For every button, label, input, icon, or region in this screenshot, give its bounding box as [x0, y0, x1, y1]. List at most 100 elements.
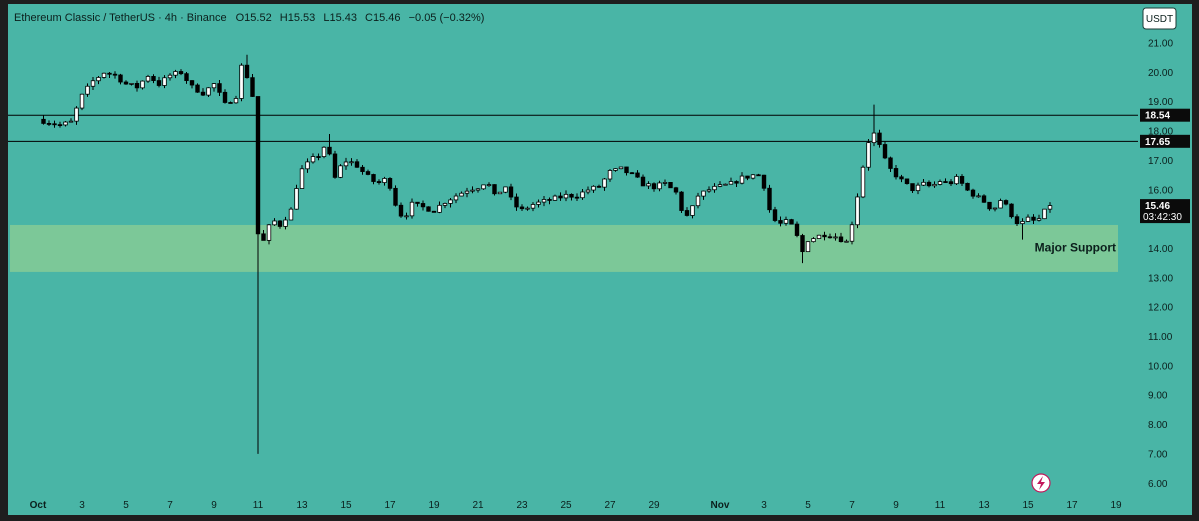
candle[interactable]: [943, 178, 948, 183]
x-tick-label[interactable]: Oct: [30, 500, 47, 511]
candle[interactable]: [838, 232, 844, 243]
candle[interactable]: [310, 153, 316, 164]
candle[interactable]: [387, 177, 393, 191]
candle[interactable]: [442, 202, 448, 209]
candle[interactable]: [184, 72, 189, 84]
candle[interactable]: [756, 173, 761, 177]
candle[interactable]: [965, 182, 970, 191]
candle[interactable]: [602, 178, 607, 191]
candle[interactable]: [420, 200, 426, 211]
candle[interactable]: [673, 186, 679, 195]
y-tick-label[interactable]: 16.00: [1148, 185, 1173, 196]
candle[interactable]: [1014, 214, 1020, 226]
candle[interactable]: [651, 182, 657, 192]
y-tick-label[interactable]: 6.00: [1148, 479, 1168, 490]
candle[interactable]: [618, 166, 624, 170]
candle[interactable]: [992, 207, 998, 212]
candle[interactable]: [178, 69, 184, 76]
candle[interactable]: [789, 218, 794, 225]
candle[interactable]: [134, 80, 140, 92]
x-tick-label[interactable]: 15: [1022, 500, 1034, 511]
candle[interactable]: [360, 164, 365, 175]
candle[interactable]: [486, 182, 492, 187]
candle[interactable]: [684, 207, 690, 217]
candle[interactable]: [475, 187, 481, 193]
candle[interactable]: [118, 73, 123, 85]
y-tick-label[interactable]: 17.00: [1148, 156, 1173, 167]
candle[interactable]: [41, 115, 46, 125]
candle[interactable]: [404, 212, 409, 220]
candle[interactable]: [459, 191, 464, 197]
y-tick-label[interactable]: 19.00: [1148, 97, 1173, 108]
candle[interactable]: [217, 79, 222, 96]
candle[interactable]: [189, 80, 195, 89]
x-tick-label[interactable]: 3: [761, 500, 767, 511]
candle[interactable]: [371, 173, 376, 185]
x-tick-label[interactable]: 7: [849, 500, 855, 511]
candle[interactable]: [63, 121, 68, 127]
candle[interactable]: [701, 190, 706, 200]
candle[interactable]: [332, 150, 338, 179]
candle[interactable]: [74, 106, 79, 125]
candle[interactable]: [398, 202, 404, 218]
x-tick-label[interactable]: 27: [604, 500, 616, 511]
candle[interactable]: [195, 83, 200, 93]
candle[interactable]: [646, 181, 651, 189]
candle[interactable]: [151, 74, 156, 84]
candle[interactable]: [844, 239, 849, 243]
candle[interactable]: [948, 179, 954, 186]
candle[interactable]: [107, 72, 112, 79]
candle[interactable]: [503, 186, 508, 194]
candle-series[interactable]: [41, 54, 1053, 454]
candle[interactable]: [552, 194, 558, 201]
candle[interactable]: [800, 233, 805, 264]
candle[interactable]: [761, 174, 767, 191]
candle[interactable]: [382, 176, 387, 186]
candle[interactable]: [596, 184, 602, 188]
candle[interactable]: [866, 139, 871, 171]
candle[interactable]: [250, 73, 255, 97]
candle[interactable]: [734, 180, 739, 188]
candle[interactable]: [46, 120, 52, 126]
candle[interactable]: [437, 201, 442, 214]
x-tick-label[interactable]: 3: [79, 500, 85, 511]
x-tick-label[interactable]: 21: [472, 500, 484, 511]
candle[interactable]: [932, 181, 937, 188]
candle[interactable]: [145, 74, 151, 83]
candle[interactable]: [140, 80, 145, 90]
x-tick-label[interactable]: 9: [211, 500, 217, 511]
candle[interactable]: [739, 172, 745, 185]
y-tick-label[interactable]: 10.00: [1148, 361, 1173, 372]
candle[interactable]: [679, 191, 684, 214]
y-tick-label[interactable]: 18.00: [1148, 127, 1173, 138]
candle[interactable]: [497, 191, 503, 195]
candle[interactable]: [393, 185, 398, 207]
candle[interactable]: [827, 233, 833, 239]
candle[interactable]: [470, 186, 475, 194]
candle[interactable]: [717, 181, 723, 188]
candle[interactable]: [921, 178, 926, 187]
candle[interactable]: [860, 165, 866, 199]
candle[interactable]: [613, 168, 618, 172]
candle[interactable]: [1042, 208, 1047, 220]
candle[interactable]: [525, 206, 530, 211]
candle[interactable]: [327, 133, 332, 156]
candle[interactable]: [492, 184, 497, 196]
candle[interactable]: [976, 193, 981, 198]
candle[interactable]: [987, 201, 992, 211]
candle[interactable]: [255, 96, 261, 454]
candle[interactable]: [129, 82, 134, 86]
y-tick-label[interactable]: 20.00: [1148, 68, 1173, 79]
candle[interactable]: [481, 184, 486, 190]
candle[interactable]: [910, 183, 915, 193]
candle[interactable]: [305, 158, 310, 173]
candle[interactable]: [998, 198, 1003, 209]
x-tick-label[interactable]: 29: [648, 500, 660, 511]
candle[interactable]: [750, 174, 756, 180]
candle[interactable]: [833, 233, 838, 241]
candle[interactable]: [624, 166, 629, 176]
price-tag-18-54[interactable]: 18.54: [1140, 108, 1190, 122]
y-tick-label[interactable]: 13.00: [1148, 273, 1173, 284]
candle[interactable]: [514, 193, 519, 211]
candle[interactable]: [354, 159, 360, 168]
